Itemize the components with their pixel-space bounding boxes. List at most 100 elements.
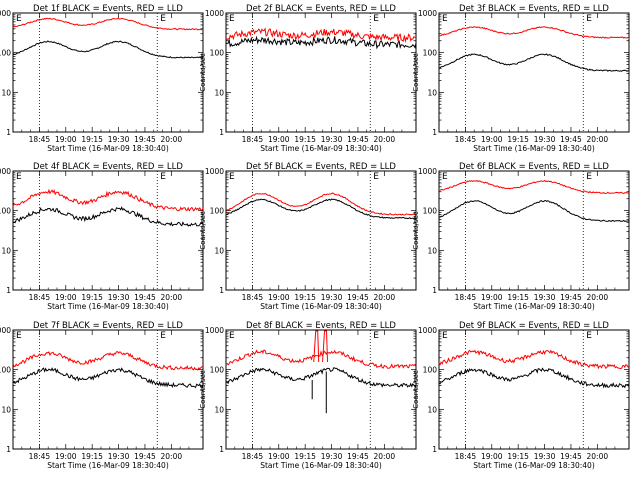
marker-label: E [373, 331, 379, 341]
x-tick-label: 20:00 [161, 452, 183, 461]
panel-det-4: Det 4f BLACK = Events, RED = LLD 1 10 100 10… [0, 162, 204, 311]
x-tick-label: 19:30 [321, 135, 343, 144]
panel-title: Det 1f BLACK = Events, RED = LLD [33, 4, 183, 14]
y-axis-label: Counts/sec [412, 370, 420, 409]
x-tick-label: 19:45 [134, 452, 156, 461]
panel-title: Det 5f BLACK = Events, RED = LLD [246, 162, 396, 172]
marker-label: E [229, 331, 235, 341]
panel-title: Det 7f BLACK = Events, RED = LLD [33, 321, 183, 331]
y-tick-label: 1000 [205, 167, 224, 176]
y-tick-label: 100 [423, 49, 438, 58]
y-tick-label: 100 [210, 49, 225, 58]
x-tick-label: 19:30 [321, 293, 343, 302]
x-tick-label: 19:30 [534, 135, 556, 144]
x-tick-label: 19:15 [507, 135, 529, 144]
x-tick-label: 18:45 [29, 135, 51, 144]
plot-frame [438, 12, 630, 133]
series-events [225, 35, 417, 50]
y-tick-label: 100 [423, 207, 438, 216]
x-tick-label: 19:00 [55, 452, 77, 461]
y-axis-label: Counts/sec [412, 211, 420, 250]
marker-label: E [442, 331, 448, 341]
x-tick-label: 20:00 [587, 135, 609, 144]
y-tick-label: 100 [210, 366, 225, 375]
x-tick-label: 20:00 [374, 452, 396, 461]
x-tick-label: 19:45 [134, 135, 156, 144]
panel-det-8: Det 8f BLACK = Events, RED = LLD 1 10 100 10… [199, 321, 417, 470]
x-tick-label: 19:00 [55, 293, 77, 302]
x-tick-label: 19:30 [108, 452, 130, 461]
plot-frame [438, 170, 630, 291]
y-tick-label: 1 [432, 128, 437, 137]
marker-label: E [16, 172, 22, 182]
x-axis-label: Start Time (16-Mar-09 18:30:40) [473, 302, 595, 311]
panel-title: Det 2f BLACK = Events, RED = LLD [246, 4, 396, 14]
panel-title: Det 6f BLACK = Events, RED = LLD [459, 162, 609, 172]
x-axis-label: Start Time (16-Mar-09 18:30:40) [473, 144, 595, 153]
y-tick-label: 100 [210, 207, 225, 216]
marker-label: E [160, 14, 166, 24]
marker-label: E [229, 172, 235, 182]
y-tick-label: 1000 [0, 326, 11, 335]
panel-det-5: Det 5f BLACK = Events, RED = LLD 1 10 100 10… [199, 162, 417, 311]
x-tick-label: 19:15 [81, 452, 103, 461]
panel-det-2: Det 2f BLACK = Events, RED = LLD 1 10 100 10… [199, 4, 417, 153]
series-events [12, 206, 204, 227]
marker-label: E [373, 14, 379, 24]
series-lld [12, 188, 204, 212]
y-tick-label: 10 [214, 88, 224, 97]
x-tick-label: 20:00 [374, 135, 396, 144]
y-tick-label: 1000 [0, 9, 11, 18]
x-tick-label: 20:00 [374, 293, 396, 302]
x-tick-label: 18:45 [455, 293, 477, 302]
y-tick-label: 1000 [205, 326, 224, 335]
y-axis-label: Counts/sec [199, 370, 207, 409]
x-tick-label: 19:30 [108, 135, 130, 144]
plot-frame [12, 170, 204, 291]
series-lld [12, 17, 204, 31]
panel-det-7: Det 7f BLACK = Events, RED = LLD 1 10 100 10… [0, 321, 204, 470]
x-tick-label: 19:00 [55, 135, 77, 144]
series-events [438, 367, 630, 389]
x-tick-label: 19:45 [347, 452, 369, 461]
y-tick-label: 1 [219, 286, 224, 295]
marker-label: E [16, 14, 22, 24]
y-axis-label: Counts/sec [199, 211, 207, 250]
series-lld [225, 27, 417, 43]
y-tick-label: 10 [214, 246, 224, 255]
series-events [12, 367, 204, 389]
y-tick-label: 1 [6, 286, 11, 295]
x-axis-label: Start Time (16-Mar-09 18:30:40) [260, 144, 382, 153]
series-events [225, 198, 417, 220]
x-tick-label: 18:45 [29, 293, 51, 302]
y-axis-label: Counts/sec [199, 53, 207, 92]
x-tick-label: 19:30 [534, 452, 556, 461]
panel-det-3: Det 3f BLACK = Events, RED = LLD 1 10 100 10… [412, 4, 630, 153]
lld-spike [313, 330, 329, 363]
series-lld [438, 26, 630, 39]
panel-title: Det 3f BLACK = Events, RED = LLD [459, 4, 609, 14]
y-tick-label: 10 [427, 88, 437, 97]
x-tick-label: 18:45 [242, 293, 264, 302]
x-tick-label: 19:15 [507, 293, 529, 302]
x-tick-label: 19:00 [481, 293, 503, 302]
x-axis-label: Start Time (16-Mar-09 18:30:40) [473, 461, 595, 470]
y-tick-label: 1 [6, 445, 11, 454]
series-lld [12, 351, 203, 371]
plot-frame [438, 329, 630, 450]
y-tick-label: 1000 [418, 9, 437, 18]
x-tick-label: 19:00 [481, 452, 503, 461]
series-lld [226, 349, 417, 369]
plot-frame [12, 329, 204, 450]
x-tick-label: 18:45 [455, 135, 477, 144]
x-tick-label: 19:15 [81, 293, 103, 302]
series-events [438, 199, 630, 222]
marker-label: E [373, 172, 379, 182]
y-tick-label: 10 [1, 246, 11, 255]
marker-label: E [442, 14, 448, 24]
panel-title: Det 9f BLACK = Events, RED = LLD [459, 321, 609, 331]
y-tick-label: 1000 [205, 9, 224, 18]
x-tick-label: 19:15 [81, 135, 103, 144]
